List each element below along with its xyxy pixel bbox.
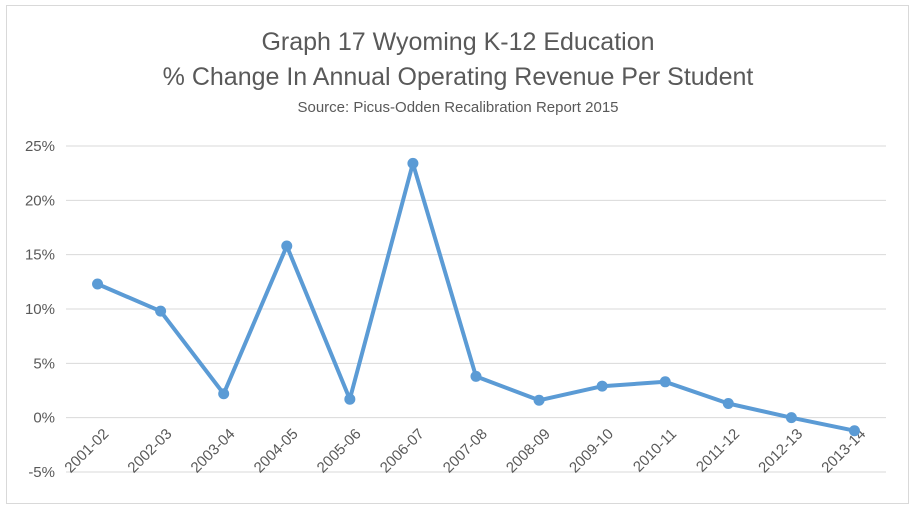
gridlines xyxy=(66,145,886,473)
data-point xyxy=(407,157,419,169)
x-tick-label: 2004-05 xyxy=(251,425,302,476)
series-layer xyxy=(92,157,860,437)
x-tick-label: 2012-13 xyxy=(755,425,806,476)
data-point xyxy=(344,393,356,405)
x-tick-label: 2003-04 xyxy=(188,425,239,476)
data-point xyxy=(470,370,482,382)
y-tick-label: -5% xyxy=(28,464,55,481)
data-point xyxy=(722,398,734,410)
data-point xyxy=(155,305,167,317)
chart-title-line-2: % Change In Annual Operating Revenue Per… xyxy=(163,63,754,91)
x-axis-tick-labels: 2001-02 2002-03 2003-04 2004-05 2005-06 2006-… xyxy=(61,425,869,476)
x-tick-label: 2011-12 xyxy=(693,425,743,475)
y-tick-label: 25% xyxy=(25,138,55,155)
y-tick-label: 15% xyxy=(25,247,55,264)
data-point xyxy=(533,394,545,406)
series-line xyxy=(95,161,857,433)
x-tick-label: 2002-03 xyxy=(124,425,175,476)
y-axis-tick-labels: -5% 0% 5% 10% 15% 20% 25% xyxy=(25,138,55,481)
y-tick-label: 5% xyxy=(33,355,55,372)
x-tick-label: 2005-06 xyxy=(314,425,365,476)
x-tick-label: 2008-09 xyxy=(503,425,554,476)
x-tick-label: 2013-14 xyxy=(818,425,869,476)
x-tick-label: 2006-07 xyxy=(377,425,428,476)
x-tick-label: 2009-10 xyxy=(566,425,617,476)
data-point xyxy=(92,278,104,290)
y-tick-label: 20% xyxy=(25,192,55,209)
data-point xyxy=(218,388,230,400)
x-tick-label: 2010-11 xyxy=(630,425,680,475)
x-tick-label: 2001-02 xyxy=(61,425,112,476)
y-tick-label: 10% xyxy=(25,301,55,318)
data-point xyxy=(281,240,293,252)
data-point xyxy=(596,380,608,392)
data-point xyxy=(659,376,671,388)
y-tick-label: 0% xyxy=(33,410,55,427)
data-point xyxy=(785,412,797,424)
chart-subtitle: Source: Picus-Odden Recalibration Report… xyxy=(297,99,618,116)
x-tick-label: 2007-08 xyxy=(440,425,491,476)
chart-title-line-1: Graph 17 Wyoming K-12 Education xyxy=(261,28,654,56)
data-point xyxy=(848,425,860,437)
